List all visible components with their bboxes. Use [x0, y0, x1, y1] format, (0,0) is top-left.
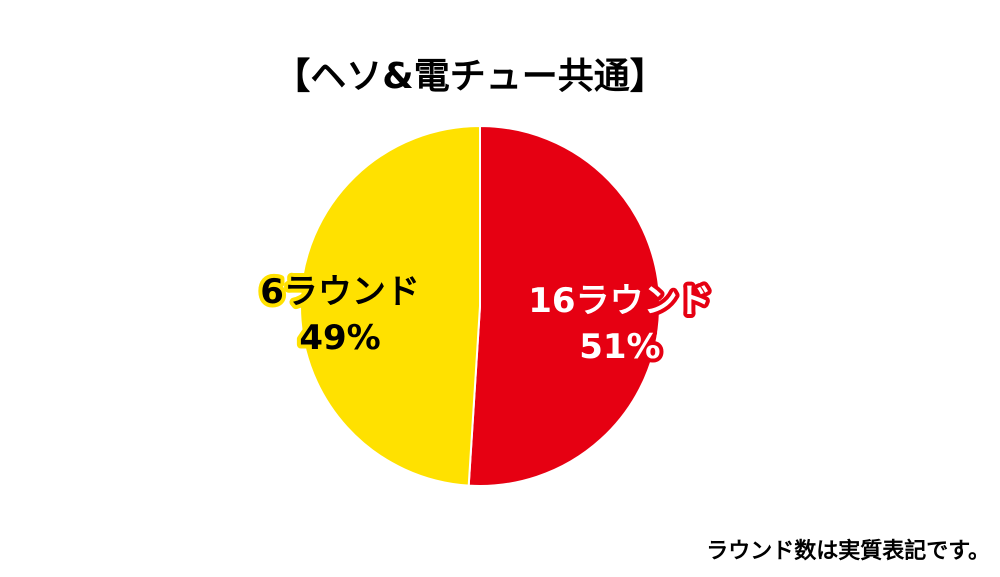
value-label: 49% [299, 318, 380, 358]
value-label: 51% [579, 327, 660, 367]
pie-slice [467, 124, 661, 487]
slice-label: 16ラウンド [528, 281, 711, 321]
slice-label: 6ラウンド [260, 272, 420, 312]
footnote: ラウンド数は実質表記です。 [706, 538, 990, 564]
chart-title: 【ヘソ&電チュー共通】 [274, 56, 665, 97]
pie-slice [299, 124, 481, 487]
